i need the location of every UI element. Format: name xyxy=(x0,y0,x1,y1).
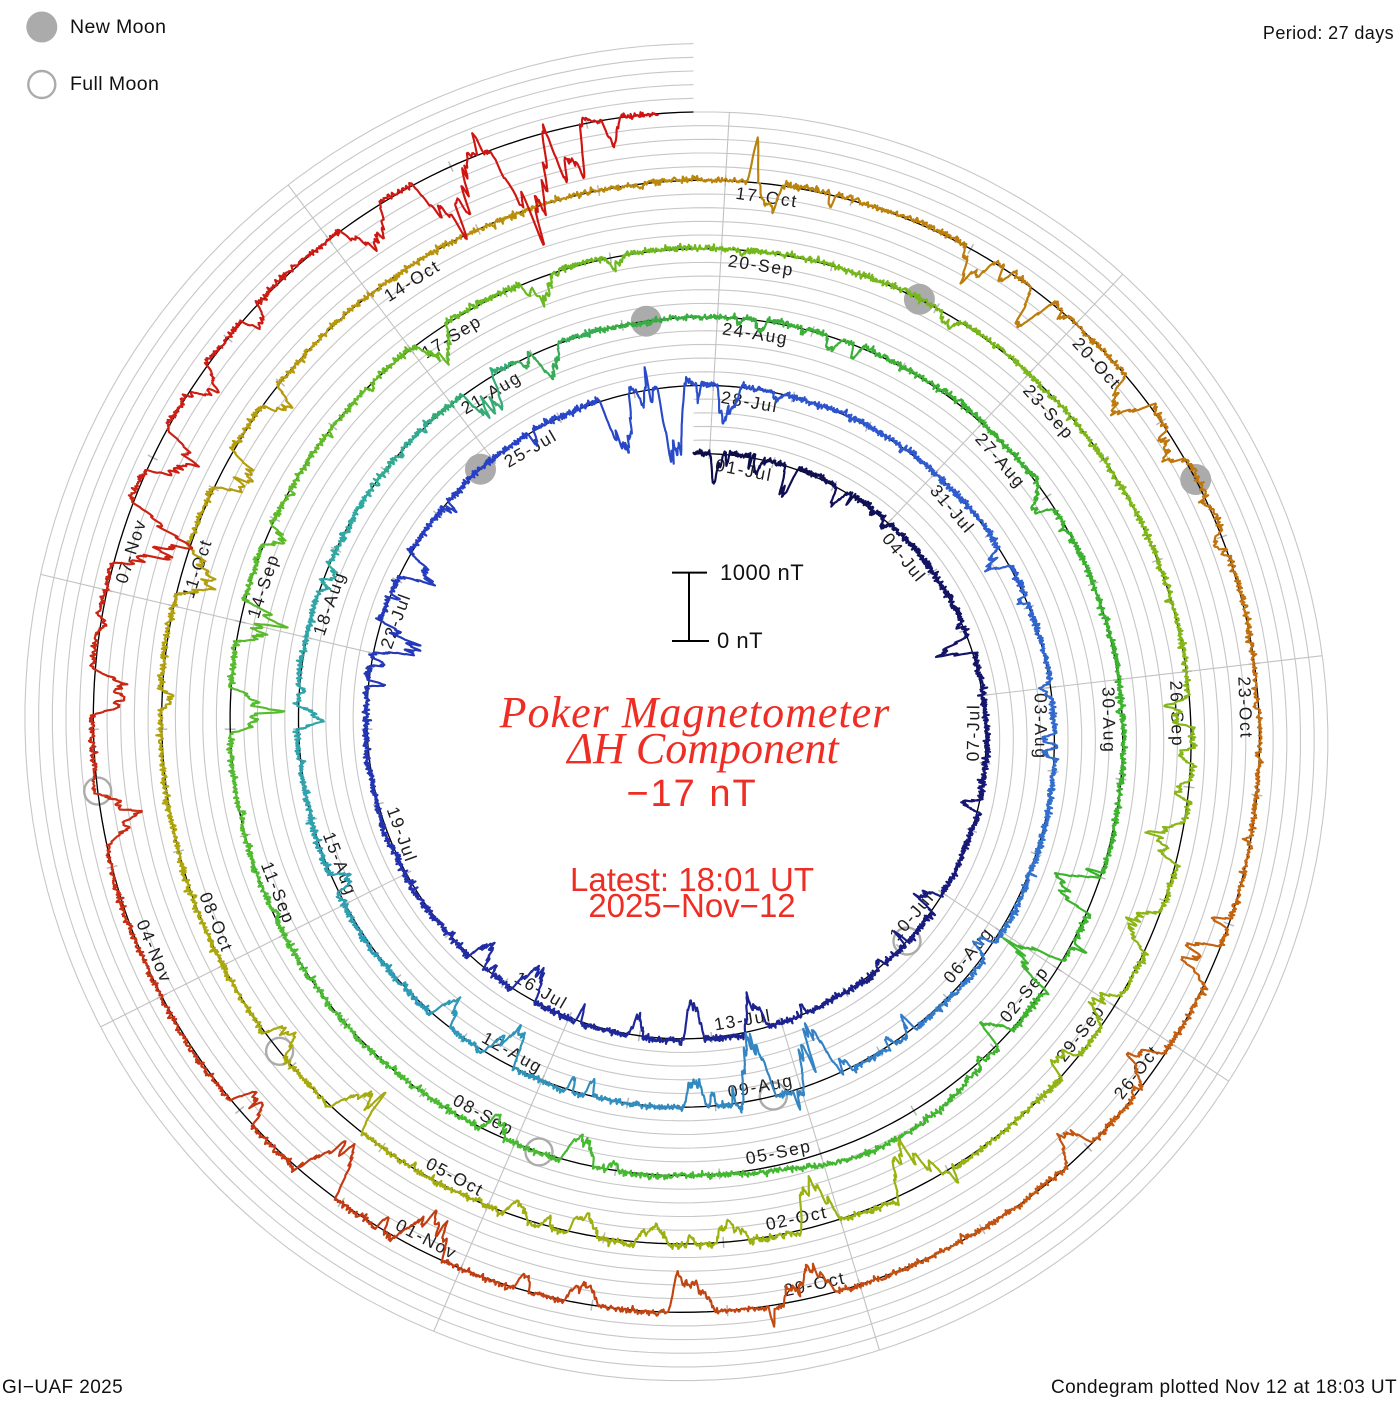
svg-text:1000 nT: 1000 nT xyxy=(720,560,804,585)
svg-text:Full Moon: Full Moon xyxy=(70,73,159,95)
svg-text:−17 nT: −17 nT xyxy=(626,773,757,815)
svg-text:0 nT: 0 nT xyxy=(717,628,763,653)
svg-text:07-Jul: 07-Jul xyxy=(963,703,984,761)
svg-text:23-Oct: 23-Oct xyxy=(1234,676,1256,739)
svg-text:ΔH Component: ΔH Component xyxy=(565,724,840,773)
svg-text:Latest: 18:01 UT: Latest: 18:01 UT xyxy=(570,861,814,898)
svg-text:GI−UAF 2025: GI−UAF 2025 xyxy=(2,1377,123,1398)
svg-text:30-Aug: 30-Aug xyxy=(1098,687,1119,754)
svg-text:Period: 27 days: Period: 27 days xyxy=(1263,23,1394,43)
svg-text:2025−Nov−12: 2025−Nov−12 xyxy=(588,887,795,924)
svg-text:New Moon: New Moon xyxy=(70,16,166,38)
svg-text:Poker Magnetometer: Poker Magnetometer xyxy=(499,688,891,737)
svg-text:Condegram plotted Nov 12 at 18: Condegram plotted Nov 12 at 18:03 UT xyxy=(1051,1377,1397,1398)
